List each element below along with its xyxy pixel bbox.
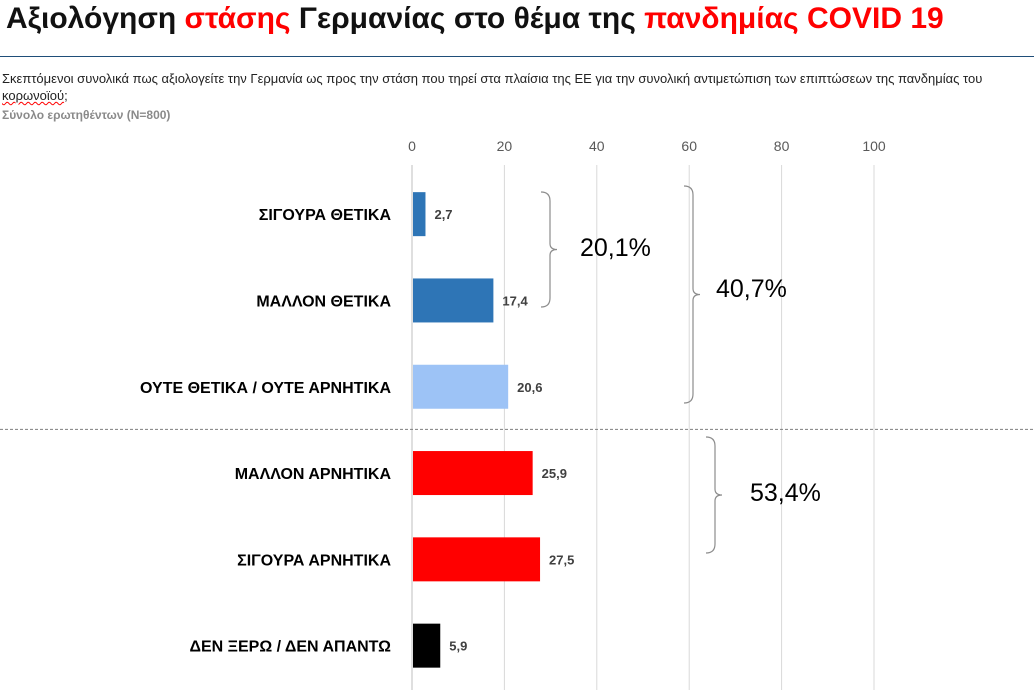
title-divider [0,56,1034,57]
category-label: ΜΑΛΛΟΝ ΘΕΤΙΚΑ [256,293,391,310]
bar [413,451,533,496]
question-text: Σκεπτόμενοι συνολικά πως αξιολογείτε την… [2,71,983,86]
category-label: ΣΙΓΟΥΡΑ ΘΕΤΙΚΑ [259,207,392,224]
category-label: ΟΥΤΕ ΘΕΤΙΚΑ / ΟΥΤΕ ΑΡΝΗΤΙΚΑ [140,380,391,397]
group-total-label: 53,4% [750,479,821,507]
category-label: ΔΕΝ ΞΕΡΩ / ΔΕΝ ΑΠΑΝΤΩ [190,639,392,656]
x-tick-label: 0 [408,138,416,154]
survey-question: Σκεπτόμενοι συνολικά πως αξιολογείτε την… [2,70,1030,104]
question-end: ; [64,88,68,103]
x-tick-label: 80 [774,138,790,154]
bar [413,623,441,668]
bar [413,537,541,582]
title-part-2: στάσης [184,2,291,35]
group-bracket [540,191,558,308]
data-label: 5,9 [449,639,467,654]
sample-base: Σύνολο ερωτηθέντων (N=800) [2,108,171,122]
bar [413,192,426,237]
bar [413,278,494,323]
x-tick-label: 60 [681,138,697,154]
title-part-4: πανδημίας COVID 19 [644,2,944,35]
category-label: ΜΑΛΛΟΝ ΑΡΝΗΤΙΚΑ [235,466,392,483]
group-bracket [705,436,723,554]
chart-title: Αξιολόγηση στάσης Γερμανίας στο θέμα της… [6,2,944,36]
group-bracket [683,185,701,404]
data-label: 20,6 [517,380,542,395]
data-label: 27,5 [549,552,574,567]
group-total-label: 20,1% [580,234,651,262]
data-label: 2,7 [434,207,452,222]
title-part-1: Αξιολόγηση [6,2,185,35]
x-tick-label: 20 [497,138,513,154]
data-label: 25,9 [542,466,567,481]
data-label: 17,4 [502,293,528,308]
group-total-label: 40,7% [716,275,787,303]
bar [413,364,509,409]
question-underlined-word: κορωνοϊού [2,88,65,103]
title-part-3: Γερμανίας στο θέμα της [290,2,645,35]
x-tick-label: 40 [589,138,605,154]
category-label: ΣΙΓΟΥΡΑ ΑΡΝΗΤΙΚΑ [237,552,391,569]
x-tick-label: 100 [862,138,886,154]
